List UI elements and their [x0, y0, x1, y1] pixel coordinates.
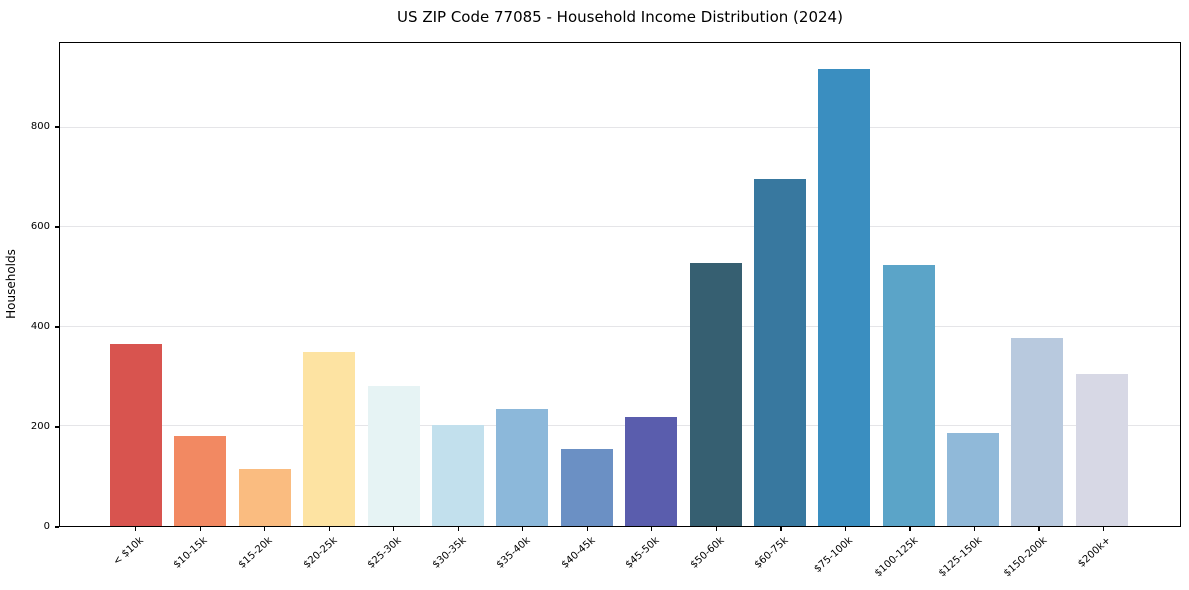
x-tick-label: $100-125k — [872, 535, 920, 580]
x-tick-label: $200k+ — [1076, 535, 1114, 570]
bar-$35-40k — [496, 408, 549, 526]
x-tick-$15-20k: $15-20k — [236, 527, 290, 587]
x-tick-$45-50k: $45-50k — [623, 527, 677, 587]
y-tick-mark-400 — [55, 326, 59, 328]
bar-$100-125k — [882, 264, 935, 526]
x-tick-mark — [780, 527, 782, 531]
x-tick-$20-25k: $20-25k — [301, 527, 355, 587]
bar-$45-50k — [625, 417, 678, 526]
x-tick-label: $150-200k — [1001, 535, 1049, 580]
x-tick-$125-150k: $125-150k — [937, 527, 1000, 587]
x-axis-ticks: < $10k $10-15k $15-20k $20-25k $25-30k $30-35… — [59, 527, 1181, 587]
x-tick-$35-40k: $35-40k — [494, 527, 548, 587]
y-tick-label-600: 600 — [30, 221, 50, 232]
bar-$50-60k — [689, 263, 742, 526]
plot-area — [59, 42, 1181, 527]
gridline-800 — [60, 126, 1180, 128]
x-tick-$25-30k: $25-30k — [365, 527, 419, 587]
bar-$60-75k — [753, 178, 806, 526]
bar-$40-45k — [560, 449, 613, 526]
bar-$30-35k — [431, 425, 484, 526]
bar-< $10k — [110, 344, 162, 526]
x-tick-mark — [393, 527, 395, 531]
y-tick-label-800: 800 — [30, 121, 50, 132]
x-tick-$75-100k: $75-100k — [813, 527, 871, 587]
x-tick-mark — [1038, 527, 1040, 531]
x-tick-mark — [586, 527, 588, 531]
gridline-400 — [60, 325, 1180, 327]
x-tick-< $10k: < $10k — [109, 527, 161, 587]
x-tick-$30-35k: $30-35k — [430, 527, 484, 587]
bar-$25-30k — [367, 386, 420, 526]
x-tick-mark — [909, 527, 911, 531]
bar-$75-100k — [818, 68, 871, 526]
x-tick-label: $50-60k — [688, 535, 727, 571]
bar-$10-15k — [174, 436, 227, 526]
x-tick-label: $75-100k — [812, 535, 856, 576]
bar-$125-150k — [947, 433, 1000, 526]
y-axis-ticks: 0 200 400 600 800 — [0, 42, 59, 532]
x-tick-label: $10-15k — [172, 535, 211, 571]
gridline-600 — [60, 226, 1180, 228]
x-tick-label: $20-25k — [301, 535, 340, 571]
chart-title: US ZIP Code 77085 - Household Income Dis… — [397, 8, 843, 26]
y-tick-label-0: 0 — [43, 521, 50, 532]
x-tick-label: $60-75k — [752, 535, 791, 571]
x-tick-mark — [457, 527, 459, 531]
x-tick-$10-15k: $10-15k — [172, 527, 226, 587]
bar-$200k+ — [1075, 373, 1128, 526]
bar-$20-25k — [303, 351, 356, 526]
x-tick-mark — [844, 527, 847, 531]
x-tick-$100-125k: $100-125k — [872, 527, 935, 587]
x-tick-label: $35-40k — [494, 535, 533, 571]
y-tick-label-200: 200 — [30, 421, 50, 432]
x-tick-$40-45k: $40-45k — [559, 527, 613, 587]
y-tick-mark-800 — [55, 126, 59, 128]
x-tick-mark — [715, 527, 717, 531]
x-tick-label: $125-150k — [936, 535, 985, 580]
x-tick-mark — [1102, 527, 1105, 531]
x-tick-mark — [522, 527, 524, 531]
gridline-200 — [60, 425, 1180, 427]
x-tick-mark — [973, 527, 976, 531]
x-tick-$60-75k: $60-75k — [752, 527, 806, 587]
x-tick-mark — [199, 527, 201, 531]
x-tick-$50-60k: $50-60k — [688, 527, 742, 587]
y-tick-mark-600 — [55, 226, 59, 228]
y-tick-mark-200 — [55, 426, 59, 428]
bars-container — [60, 43, 1180, 526]
x-tick-mark — [135, 527, 137, 531]
x-tick-$200k+: $200k+ — [1077, 527, 1129, 587]
x-tick-label: $40-45k — [559, 535, 598, 571]
x-tick-mark — [264, 527, 266, 531]
y-tick-mark-0 — [55, 526, 59, 528]
x-tick-mark — [651, 527, 653, 531]
x-tick-label: $30-35k — [430, 535, 469, 571]
x-tick-$150-200k: $150-200k — [1001, 527, 1064, 587]
bar-$15-20k — [238, 469, 291, 526]
bar-$150-200k — [1011, 337, 1064, 526]
x-tick-mark — [328, 527, 330, 531]
x-tick-label: < $10k — [111, 535, 146, 568]
x-tick-label: $45-50k — [623, 535, 662, 571]
x-tick-label: $15-20k — [236, 535, 275, 571]
x-tick-label: $25-30k — [365, 535, 404, 571]
y-tick-label-400: 400 — [30, 321, 50, 332]
